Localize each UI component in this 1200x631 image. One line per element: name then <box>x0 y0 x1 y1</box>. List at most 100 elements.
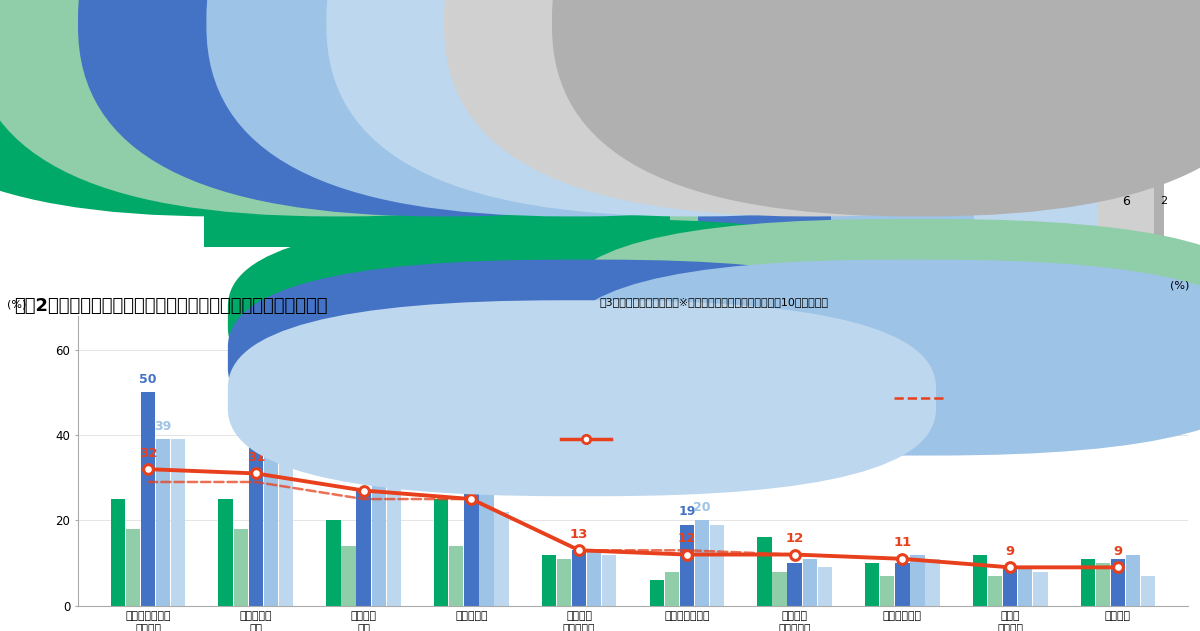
Text: 32: 32 <box>139 447 157 460</box>
Bar <box>386 448 401 606</box>
Bar <box>494 512 509 606</box>
Text: 15: 15 <box>894 194 912 208</box>
Bar <box>718 32 860 124</box>
Text: 49: 49 <box>428 194 445 208</box>
Text: (%): (%) <box>7 300 26 310</box>
Text: 2: 2 <box>1151 73 1158 83</box>
Bar <box>140 392 155 606</box>
Bar <box>449 546 463 606</box>
Text: 25: 25 <box>462 476 480 490</box>
Bar <box>278 456 293 606</box>
Bar <box>1141 576 1156 606</box>
Text: 賃貸戸建て: 賃貸戸建て <box>350 17 382 27</box>
Bar <box>710 524 725 606</box>
Bar <box>326 521 341 606</box>
Bar <box>757 538 772 606</box>
Text: 5: 5 <box>1117 71 1126 85</box>
Bar <box>787 563 802 606</box>
Bar <box>817 567 832 606</box>
Text: n=: n= <box>180 38 198 51</box>
Bar <box>1033 572 1048 606</box>
Text: 31: 31 <box>247 416 264 428</box>
Text: 39: 39 <box>155 420 172 433</box>
Bar <box>973 555 988 606</box>
Text: 51: 51 <box>437 71 456 85</box>
Bar <box>695 521 709 606</box>
Bar <box>234 529 248 606</box>
Text: 2021年全体(n=1,685): 2021年全体(n=1,685) <box>955 393 1057 403</box>
Text: 27: 27 <box>354 468 373 481</box>
Text: 3: 3 <box>680 196 688 206</box>
Text: 9: 9 <box>1114 545 1122 558</box>
Bar <box>479 490 493 606</box>
Bar <box>984 32 1098 124</box>
Bar <box>1018 567 1032 606</box>
Bar <box>865 563 880 606</box>
Text: その他: その他 <box>932 17 952 27</box>
Bar <box>925 559 940 606</box>
Bar <box>974 155 1098 247</box>
Text: 12: 12 <box>678 532 696 545</box>
Text: 持ち家戸建て(n=968): 持ち家戸建て(n=968) <box>622 312 706 322</box>
Text: 2: 2 <box>1160 196 1168 206</box>
FancyBboxPatch shape <box>560 259 1200 456</box>
Text: ＜図2＞　自宅選びの決め手　（物件周辺環境の重視ポイント）: ＜図2＞ 自宅選びの決め手 （物件周辺環境の重視ポイント） <box>14 297 328 315</box>
Bar <box>602 555 617 606</box>
Bar <box>264 435 278 606</box>
Bar <box>832 155 974 247</box>
Bar <box>689 32 718 124</box>
Bar <box>557 559 571 606</box>
Text: 31: 31 <box>247 451 265 464</box>
Bar <box>156 439 170 606</box>
Bar <box>803 559 817 606</box>
Bar <box>110 499 125 606</box>
Bar <box>773 572 787 606</box>
Text: 12: 12 <box>1031 71 1050 85</box>
Text: （3つまでの複数回答）　※ベース：自宅選び関与者／上位10項目を抜粹: （3つまでの複数回答） ※ベース：自宅選び関与者／上位10項目を抜粹 <box>600 297 829 307</box>
Text: 14: 14 <box>756 194 774 208</box>
Text: 9: 9 <box>1006 545 1015 558</box>
Text: 3: 3 <box>700 73 707 83</box>
Text: 賃貸アパート(n=273): 賃貸アパート(n=273) <box>622 393 706 403</box>
Text: 持ち家マンション(n=363): 持ち家マンション(n=363) <box>622 353 719 363</box>
Bar <box>172 439 185 606</box>
Bar <box>649 580 664 606</box>
Bar <box>698 155 832 247</box>
Text: 50: 50 <box>139 373 157 386</box>
Bar <box>341 546 355 606</box>
Bar <box>587 550 601 606</box>
FancyBboxPatch shape <box>228 259 936 456</box>
Bar <box>464 482 479 606</box>
Bar <box>434 499 449 606</box>
Text: 賃貸マンション(n=301): 賃貸マンション(n=301) <box>955 353 1045 363</box>
Bar <box>880 576 894 606</box>
Bar <box>679 524 694 606</box>
Text: 37: 37 <box>355 471 372 484</box>
Bar <box>541 555 556 606</box>
Bar <box>372 448 386 606</box>
Bar <box>1126 555 1140 606</box>
Text: (%): (%) <box>1170 281 1189 291</box>
Bar <box>895 563 910 606</box>
Bar <box>670 155 698 247</box>
Bar <box>572 550 587 606</box>
Bar <box>860 32 984 124</box>
Bar <box>1096 563 1110 606</box>
FancyBboxPatch shape <box>228 219 936 415</box>
Bar <box>1098 155 1154 247</box>
Bar <box>218 499 233 606</box>
Text: ＜図1＞　自宅の住所形態: ＜図1＞ 自宅の住所形態 <box>14 0 157 9</box>
Bar <box>356 490 371 606</box>
Text: 賃貸その他: 賃貸その他 <box>824 17 856 27</box>
Bar <box>665 572 679 606</box>
Text: 13: 13 <box>1027 194 1044 208</box>
Text: 2023年全体(n=2,020): 2023年全体(n=2,020) <box>622 434 725 444</box>
Text: 20: 20 <box>694 501 710 514</box>
Text: 37: 37 <box>370 428 388 442</box>
Text: 6: 6 <box>1122 194 1130 208</box>
FancyBboxPatch shape <box>560 219 1200 415</box>
Text: 13: 13 <box>570 528 588 541</box>
Bar <box>204 32 689 124</box>
Text: 持ち家戸建て: 持ち家戸建て <box>236 17 274 27</box>
Bar <box>1145 32 1164 124</box>
